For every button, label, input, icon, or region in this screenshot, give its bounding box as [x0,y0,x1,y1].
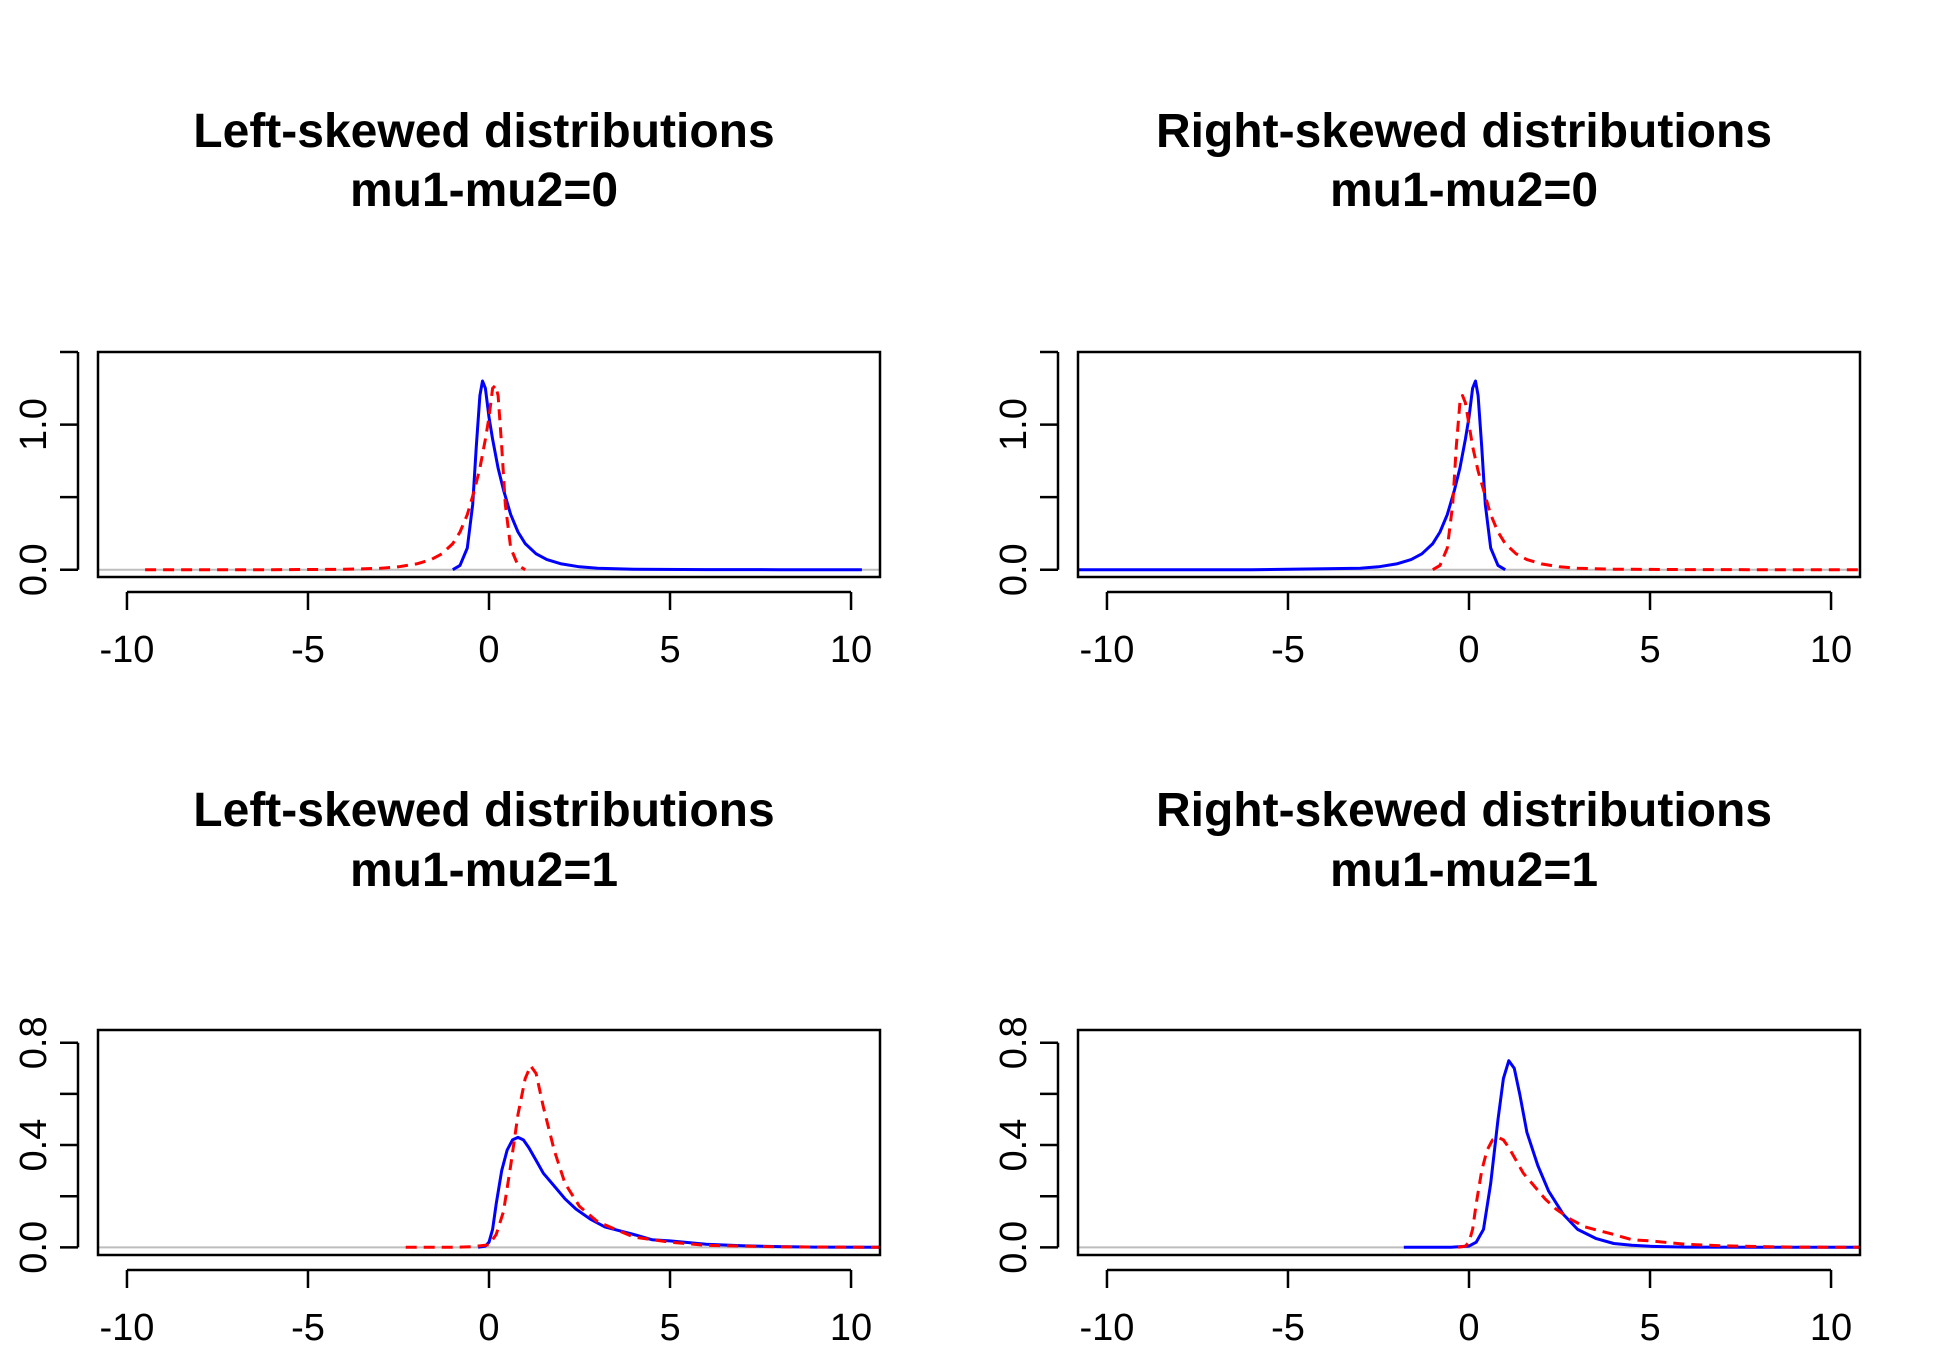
y-tick-label: 0.0 [13,543,55,596]
chart-subtitle: mu1-mu2=0 [350,164,618,217]
panel-4: Right-skewed distributions mu1-mu2=1 -10 -5… [993,784,1862,1349]
chart-title: Right-skewed distributions [1156,105,1772,158]
x-tick-label: -10 [100,629,155,671]
x-tick-label: 5 [1639,1307,1660,1349]
plot-box [1076,350,1862,579]
x-tick-label: 10 [830,1307,872,1349]
x-tick-label: 5 [659,629,680,671]
plot-box [96,350,882,579]
y-tick-label: 0.0 [993,1221,1035,1274]
plot-box [1076,1028,1862,1257]
y-tick-label: 0.4 [993,1119,1035,1172]
x-tick-label: -5 [1271,1307,1305,1349]
x-tick-label: -5 [291,1307,325,1349]
x-tick-label: -10 [1080,629,1135,671]
x-tick-label: 5 [659,1307,680,1349]
panel-2: Right-skewed distributions mu1-mu2=0 -10 -5… [993,105,1862,671]
chart-title: Left-skewed distributions [193,784,774,837]
x-tick-label: -5 [291,629,325,671]
panel-1: Left-skewed distributions mu1-mu2=0 -10 -5 0… [13,105,882,671]
series-line-2 [405,1064,881,1249]
series-line-1 [452,379,862,572]
chart-title: Right-skewed distributions [1156,784,1772,837]
x-tick-label: 0 [1458,1307,1479,1349]
x-tick-label: 10 [830,629,872,671]
chart-subtitle: mu1-mu2=1 [350,844,618,897]
series-line-1 [1403,1059,1860,1249]
y-tick-label: 0.8 [993,1016,1035,1069]
series-line-1 [1078,379,1506,572]
x-tick-label: 10 [1810,629,1852,671]
plot-box [96,1028,882,1257]
y-tick-label: 0.8 [13,1016,55,1069]
x-tick-label: 5 [1639,629,1660,671]
y-tick-label: 1.0 [993,398,1035,451]
series-line-2 [1432,394,1860,572]
x-tick-label: -10 [1080,1307,1135,1349]
chart-title: Left-skewed distributions [193,105,774,158]
y-tick-label: 0.0 [13,1221,55,1274]
x-tick-label: -5 [1271,629,1305,671]
series-line-2 [1457,1135,1861,1249]
panel-3: Left-skewed distributions mu1-mu2=1 -10 -5 0… [13,784,882,1349]
y-tick-label: 0.4 [13,1119,55,1172]
series-line-2 [145,383,526,572]
y-tick-label: 0.0 [993,543,1035,596]
x-tick-label: 10 [1810,1307,1852,1349]
x-tick-label: 0 [1458,629,1479,671]
x-tick-label: 0 [478,629,499,671]
y-tick-label: 1.0 [13,398,55,451]
x-tick-label: -10 [100,1307,155,1349]
chart-subtitle: mu1-mu2=1 [1330,844,1598,897]
chart-subtitle: mu1-mu2=0 [1330,164,1598,217]
x-tick-label: 0 [478,1307,499,1349]
series-line-1 [477,1135,881,1249]
